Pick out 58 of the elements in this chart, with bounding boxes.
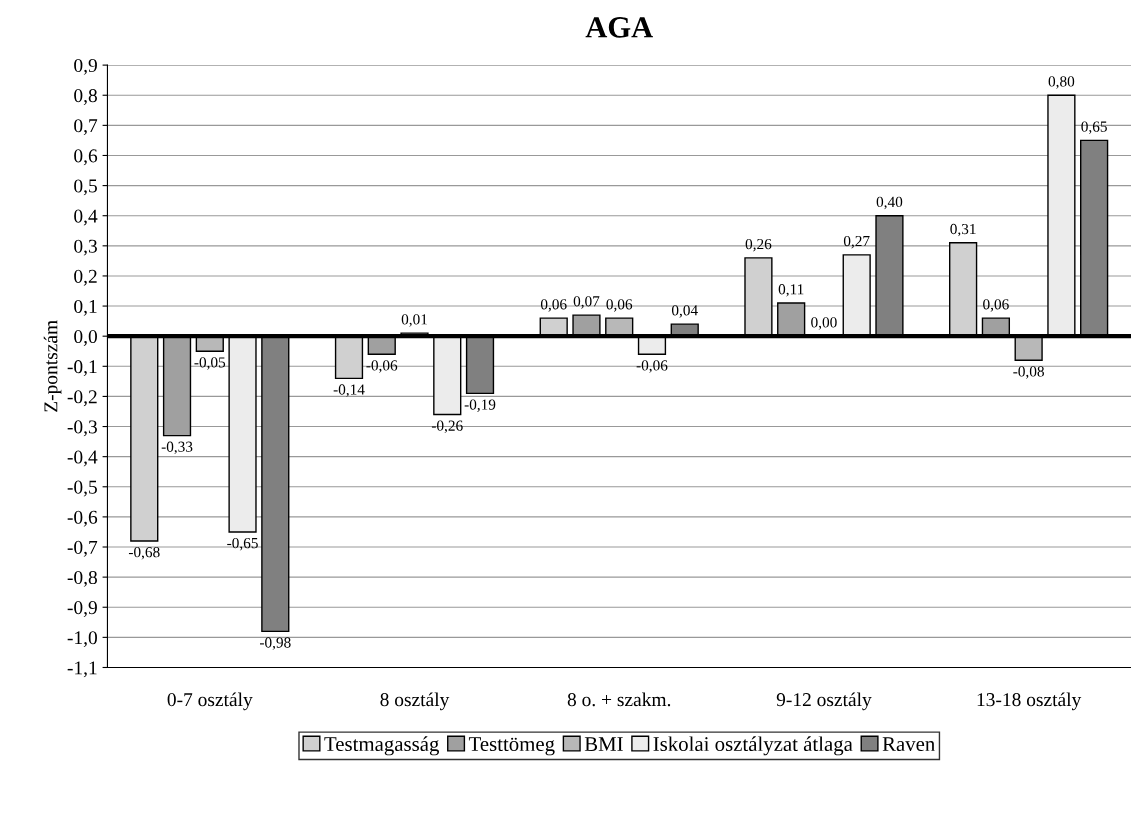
chart-title: AGA [585, 17, 653, 38]
y-tick-label: -1,1 [67, 661, 97, 678]
y-tick-label: 0,0 [74, 330, 97, 346]
y-tick-label: -0,6 [67, 510, 98, 527]
y-tick-label: -0,3 [67, 420, 97, 437]
data-label: -0,14 [333, 384, 365, 397]
data-label: -0,08 [1013, 366, 1044, 379]
y-tick-label: -1,0 [67, 631, 97, 648]
legend-label: Iskolai osztályzat átlaga [653, 736, 853, 756]
y-tick-label: -0,5 [67, 480, 97, 497]
y-tick-label: -0,7 [67, 540, 98, 557]
y-tick-label: 0,5 [74, 179, 97, 196]
data-label: 0,07 [573, 296, 600, 309]
data-label: -0,26 [431, 420, 463, 433]
x-tick-label: 8 osztály [380, 692, 450, 711]
y-tick-label: -0,8 [67, 570, 97, 587]
data-label: 0,65 [1081, 121, 1107, 134]
x-tick-label: 13-18 osztály [977, 692, 1082, 711]
legend-label: BMI [584, 737, 623, 751]
y-tick-label: 0,2 [74, 269, 97, 286]
data-label: 0,00 [811, 317, 837, 330]
y-tick-label: 0,7 [74, 119, 98, 136]
y-tick-label: -0,9 [67, 601, 97, 617]
data-label: -0,06 [636, 360, 668, 373]
x-tick-label: 8 o. + szakm. [567, 692, 671, 707]
y-tick-label: -0,4 [67, 450, 98, 467]
data-label: 0,06 [606, 299, 633, 312]
y-tick-label: 0,8 [74, 89, 97, 105]
x-tick-label: 0-7 osztály [167, 692, 253, 711]
legend-label: Testmagasság [324, 736, 439, 756]
data-label: -0,19 [464, 399, 496, 412]
y-tick-label: 0,6 [74, 149, 98, 166]
data-label: -0,68 [128, 546, 160, 560]
data-label: 0,31 [950, 223, 976, 237]
data-label: -0,98 [259, 637, 291, 650]
data-label: 0,06 [983, 299, 1009, 312]
y-tick-label: 0,3 [74, 239, 97, 256]
data-label: 0,80 [1048, 76, 1075, 89]
data-label: 0,40 [876, 196, 903, 210]
y-tick-label: -0,1 [67, 360, 97, 377]
data-label: 0,26 [745, 238, 772, 252]
data-label: 0,27 [843, 235, 870, 249]
data-label: -0,33 [161, 441, 193, 455]
data-label: -0,06 [366, 360, 398, 373]
y-tick-label: 0,4 [74, 209, 98, 226]
data-label: 0,04 [671, 305, 698, 318]
y-axis-title: Z-pontszám [43, 320, 62, 412]
data-label: -0,65 [227, 537, 258, 551]
y-tick-label: -0,2 [67, 390, 97, 407]
legend-label: Raven [882, 737, 935, 752]
data-label: -0,05 [194, 357, 226, 370]
y-tick-label: 0,1 [74, 299, 97, 316]
data-label: 0,06 [540, 299, 567, 312]
x-tick-label: 9-12 osztály [776, 692, 872, 711]
data-label: 0,11 [778, 284, 804, 297]
data-label: 0,01 [401, 314, 427, 327]
y-tick-label: 0,9 [74, 58, 97, 75]
legend-label: Testtömeg [468, 737, 555, 756]
